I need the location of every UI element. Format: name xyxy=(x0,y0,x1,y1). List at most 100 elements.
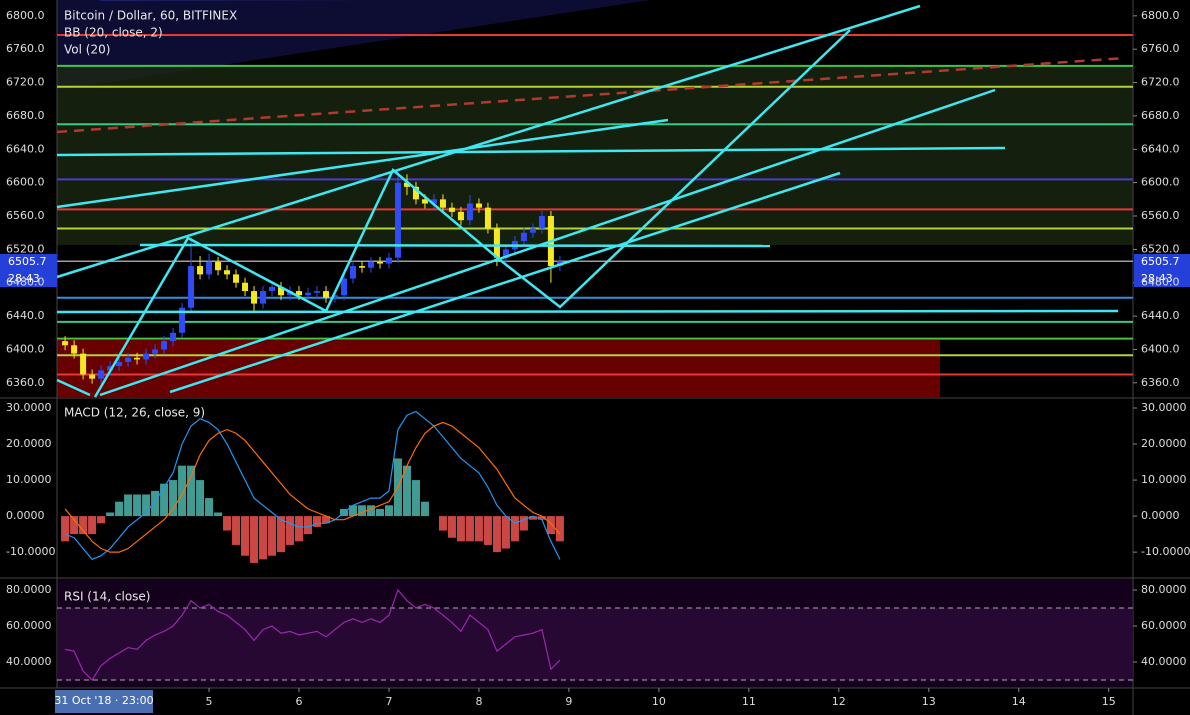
candle-body xyxy=(152,349,159,354)
histogram-bar xyxy=(492,516,501,553)
candle-body xyxy=(412,186,419,200)
histogram-bar xyxy=(483,516,492,545)
y-tick-label: 6640.0 xyxy=(1141,142,1180,155)
histogram-bar xyxy=(70,516,79,535)
countdown: 28:43 xyxy=(1141,272,1173,285)
candle-body xyxy=(188,266,195,308)
histogram-bar xyxy=(456,516,465,542)
y-tick-label: 6600.0 xyxy=(1141,176,1180,189)
histogram-bar xyxy=(420,501,429,517)
candle-body xyxy=(529,228,536,233)
histogram-bar xyxy=(268,516,277,556)
zone-green xyxy=(57,65,1133,245)
histogram-bar xyxy=(223,516,232,531)
last-price: 6505.7 xyxy=(8,255,47,268)
candle-body xyxy=(80,353,87,375)
histogram-bar xyxy=(214,512,223,517)
candle-body xyxy=(394,182,401,258)
candle-body xyxy=(143,353,150,360)
y-tick-label: 6760.0 xyxy=(6,42,45,55)
y-tick-label: 30.0000 xyxy=(6,401,52,414)
histogram-bar xyxy=(357,505,366,517)
y-tick-label: 20.0000 xyxy=(6,437,52,450)
histogram-bar xyxy=(501,516,510,549)
candle-body xyxy=(358,266,365,268)
candle-body xyxy=(466,203,473,221)
candle-body xyxy=(520,232,527,242)
candle-body xyxy=(323,291,329,298)
y-tick-label: 10.0000 xyxy=(1141,473,1187,486)
y-tick-label: 6680.0 xyxy=(6,109,45,122)
chart-title: Bitcoin / Dollar, 60, BITFINEX xyxy=(64,9,237,23)
candle-body xyxy=(448,207,455,212)
candle-body xyxy=(233,274,240,283)
histogram-bar xyxy=(88,516,97,535)
x-tick-label: 5 xyxy=(206,695,213,708)
histogram-bar xyxy=(546,516,555,535)
y-tick-label: 6520.0 xyxy=(6,242,45,255)
candle-body xyxy=(439,199,446,208)
x-tick-label: 11 xyxy=(742,695,756,708)
candle-body xyxy=(251,291,258,304)
y-tick-label: 0.0000 xyxy=(6,509,45,522)
y-tick-label: 6560.0 xyxy=(1141,209,1180,222)
y-tick-label: 6400.0 xyxy=(1141,342,1180,355)
histogram-bar xyxy=(474,516,483,542)
zone-red xyxy=(57,340,940,397)
histogram-bar xyxy=(447,516,456,538)
histogram-bar xyxy=(304,516,313,535)
candle-body xyxy=(484,207,491,229)
dashed-trend xyxy=(56,56,1126,134)
price-tag xyxy=(1134,254,1190,287)
histogram-bar xyxy=(348,505,357,517)
histogram-bar xyxy=(438,516,447,531)
trend-line xyxy=(56,378,91,397)
histogram-bar xyxy=(178,465,187,517)
y-tick-label: 6480.0 xyxy=(1141,276,1180,289)
histogram-bar xyxy=(79,516,88,535)
candle-body xyxy=(89,374,96,379)
histogram-bar xyxy=(160,483,169,517)
signal-line xyxy=(64,421,561,553)
drawings xyxy=(56,4,1126,398)
candle-body xyxy=(161,341,168,350)
y-tick-label: 6560.0 xyxy=(6,209,45,222)
histogram-bar xyxy=(259,516,268,560)
histogram-bar xyxy=(384,505,393,517)
trend-line xyxy=(169,171,841,394)
candle-body xyxy=(269,286,276,292)
rsi-band xyxy=(57,607,1133,681)
y-tick-label: 80.0000 xyxy=(1141,583,1187,596)
histogram-bar xyxy=(528,516,537,520)
trend-line xyxy=(56,118,669,209)
macd-line xyxy=(64,410,561,561)
candle-body xyxy=(278,286,285,296)
candle-body xyxy=(179,307,186,333)
y-tick-label: 6720.0 xyxy=(1141,76,1180,89)
candle-body xyxy=(197,266,204,275)
candle-body xyxy=(62,341,69,346)
x-tick-label: 12 xyxy=(832,695,846,708)
candle-body xyxy=(314,291,321,293)
trend-line xyxy=(56,309,1119,314)
y-tick-label: 40.0000 xyxy=(6,655,52,668)
x-tick-label: 13 xyxy=(922,695,936,708)
histogram-bar xyxy=(241,516,250,556)
histogram-bar xyxy=(205,498,214,517)
indicator-label: Vol (20) xyxy=(64,43,110,57)
histogram-bar xyxy=(169,480,178,517)
x-tick-label: 7 xyxy=(385,695,392,708)
candle-body xyxy=(538,216,545,229)
y-tick-label: 6480.0 xyxy=(6,276,45,289)
histogram-bar xyxy=(402,465,411,517)
histogram-bar xyxy=(133,494,142,517)
histogram-bar xyxy=(375,508,384,517)
histogram-bar xyxy=(366,505,375,517)
candle-body xyxy=(98,370,105,379)
histogram-bar xyxy=(313,516,322,527)
x-tick-label: 14 xyxy=(1012,695,1026,708)
candle-body xyxy=(260,291,267,304)
candle-body xyxy=(403,182,410,187)
candle-body xyxy=(493,228,500,258)
